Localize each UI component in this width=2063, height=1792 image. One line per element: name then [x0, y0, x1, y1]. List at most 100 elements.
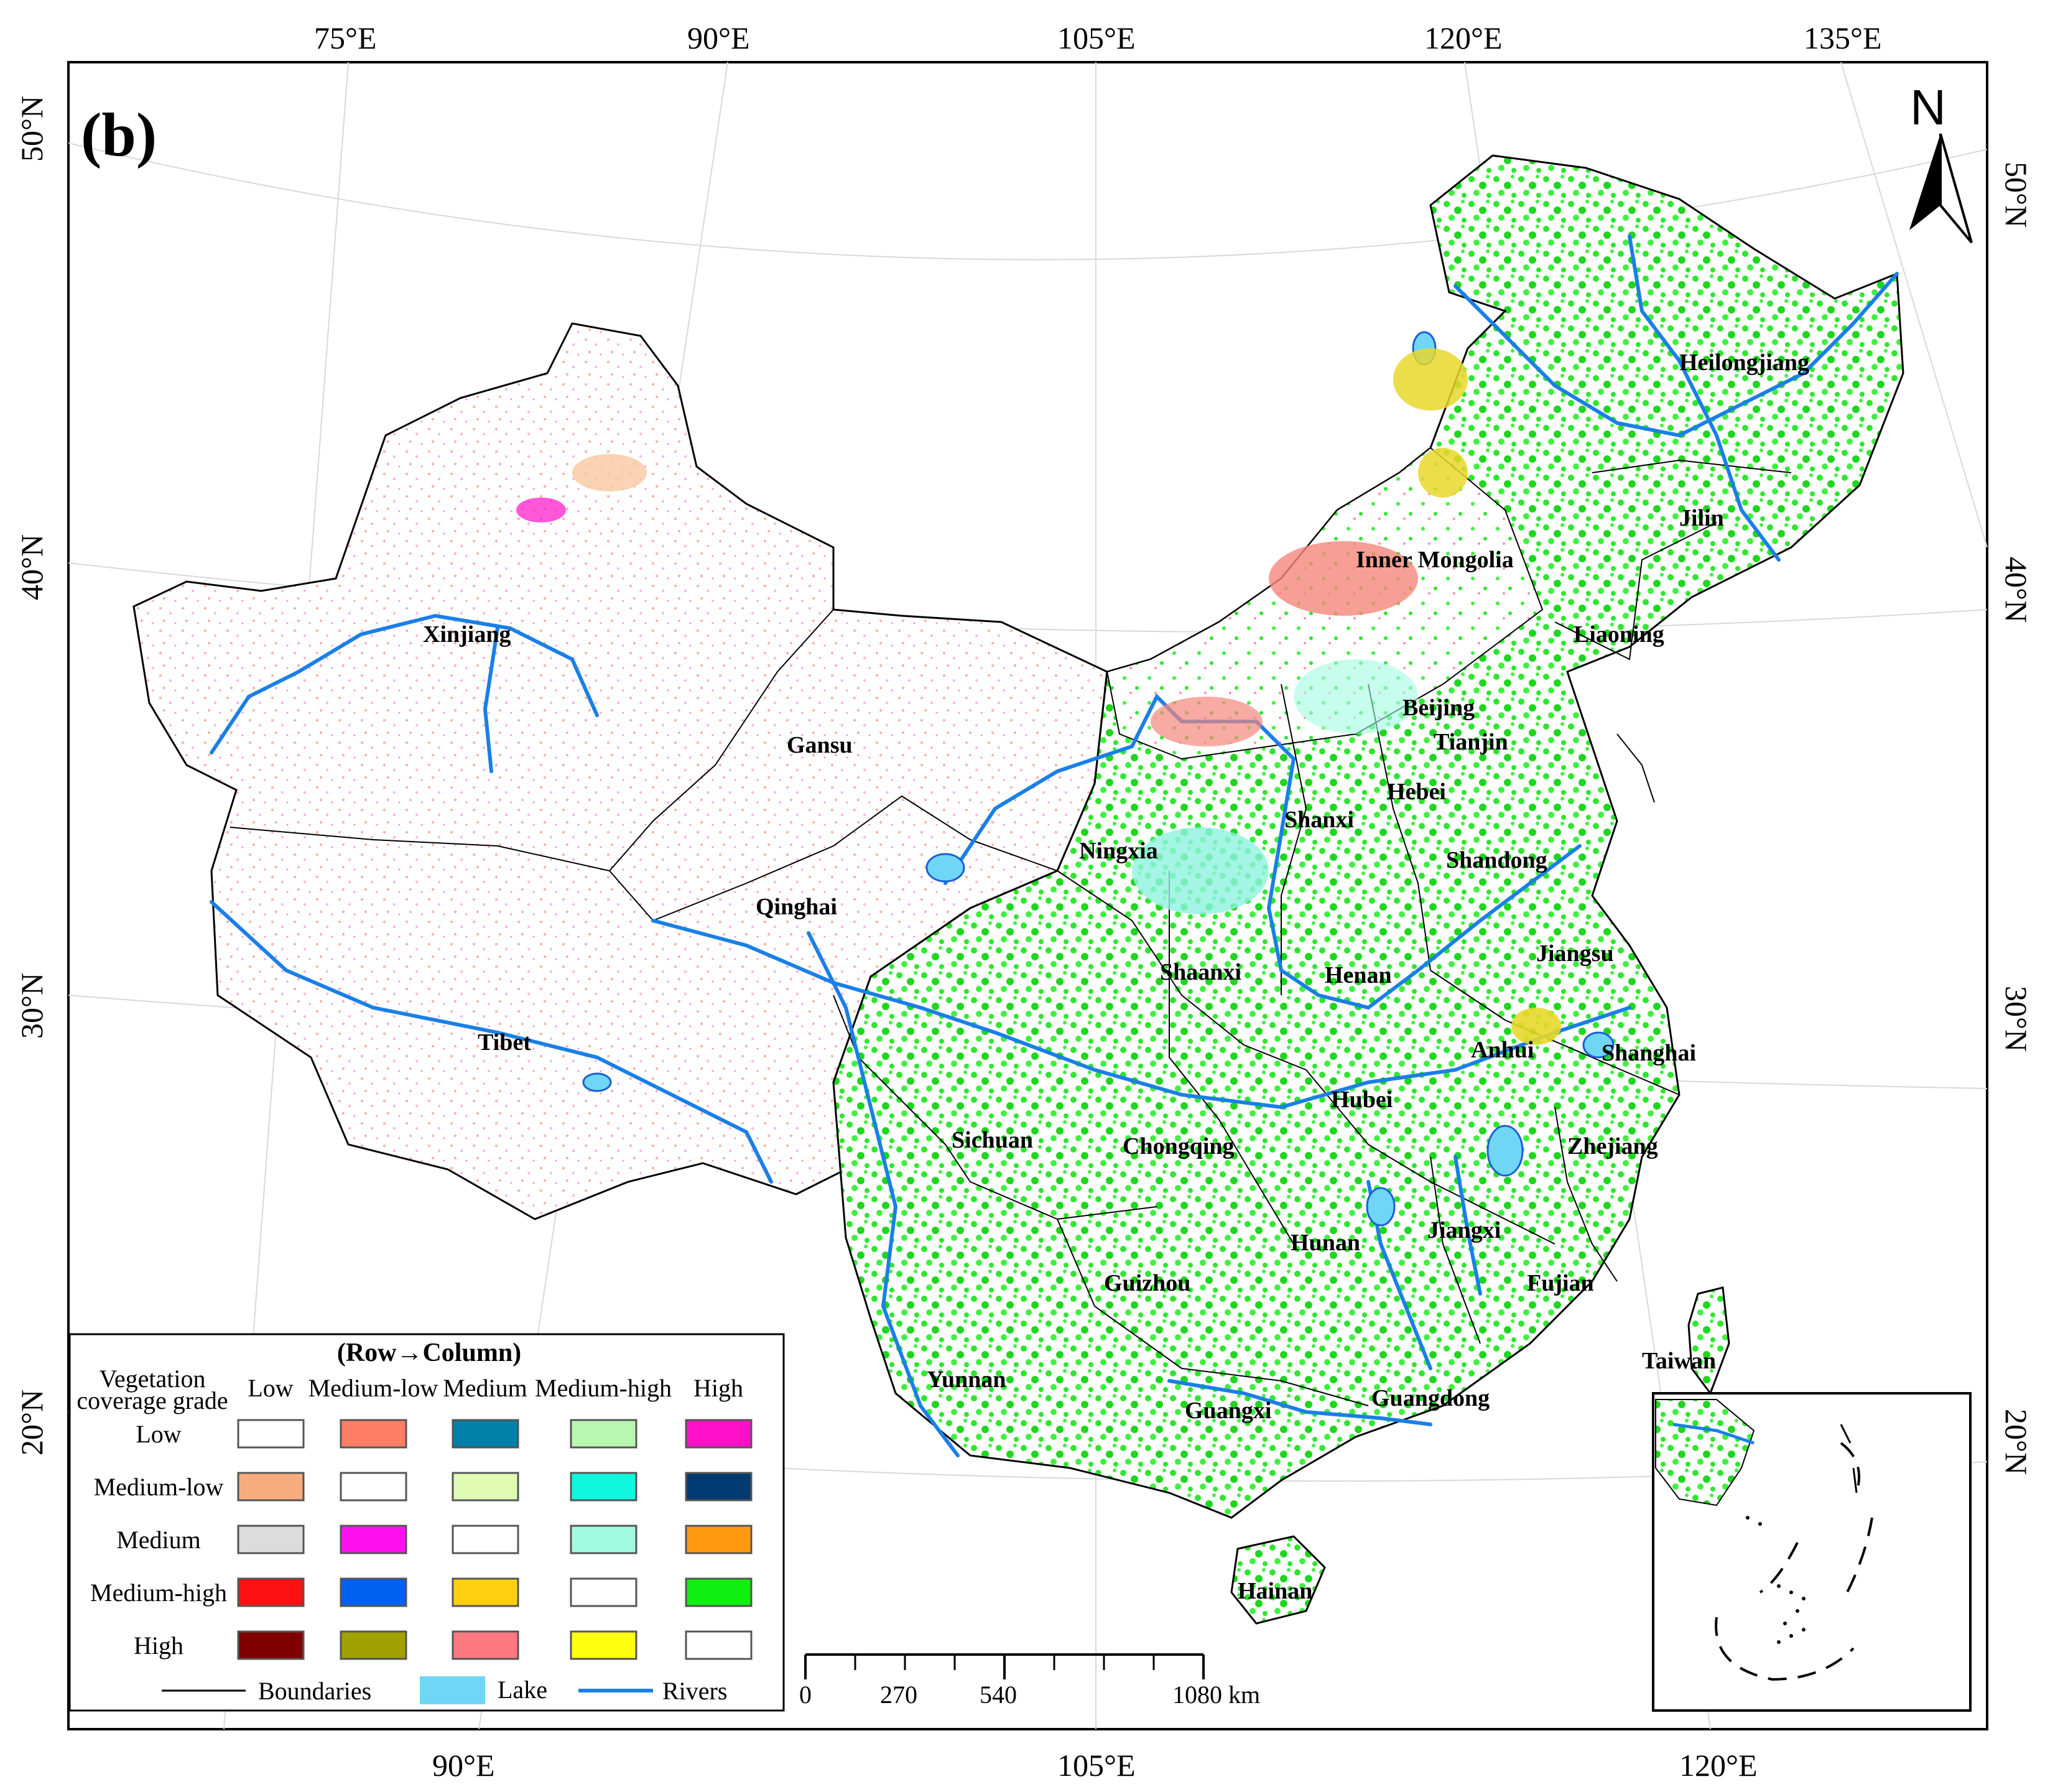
label-beijing: Beijing [1402, 695, 1475, 721]
legend-swatch [685, 1525, 753, 1554]
scale-bar: 0 270 540 1080 km [799, 1653, 1260, 1709]
legend-swatch [570, 1419, 637, 1449]
panel-label: (b) [81, 100, 157, 169]
label-hubei: Hubei [1331, 1087, 1393, 1113]
legend-swatch [237, 1525, 305, 1554]
legend-swatch [237, 1419, 305, 1449]
tick-bottom-90E: 90°E [432, 1748, 495, 1783]
legend-swatch [685, 1419, 753, 1449]
legend-swatch [237, 1472, 305, 1502]
tick-right-50N: 50°N [1999, 162, 2034, 228]
scale-label-1080: 1080 km [1172, 1681, 1260, 1709]
label-sichuan: Sichuan [952, 1127, 1033, 1153]
tick-top-75E: 75°E [314, 21, 377, 55]
label-guizhou: Guizhou [1104, 1270, 1190, 1296]
left-axis-ticks: 50°N 40°N 30°N 20°N [14, 96, 49, 1455]
label-shanghai: Shanghai [1602, 1040, 1696, 1066]
label-shanxi: Shanxi [1284, 807, 1354, 833]
legend-swatch [340, 1472, 407, 1502]
legend-swatch [685, 1472, 753, 1502]
tick-left-40N: 40°N [14, 534, 49, 600]
label-shaanxi: Shaanxi [1160, 959, 1241, 985]
label-jilin: Jilin [1679, 505, 1724, 531]
tick-top-105E: 105°E [1057, 21, 1136, 55]
legend-swatch [452, 1419, 519, 1449]
legend-column-header: Medium-high [535, 1374, 672, 1402]
tick-right-30N: 30°N [1999, 986, 2034, 1052]
tick-left-20N: 20°N [14, 1390, 49, 1455]
north-arrow: N [1909, 80, 1973, 244]
south-china-sea-inset [1652, 1392, 1972, 1712]
lake-label: Lake [498, 1676, 547, 1704]
legend-swatch [452, 1472, 519, 1502]
legend-swatch [237, 1577, 305, 1607]
label-taiwan: Taiwan [1642, 1348, 1716, 1374]
legend-row-header: Medium-low [94, 1473, 224, 1501]
right-axis-ticks: 50°N 40°N 30°N 20°N [1999, 162, 2034, 1475]
legend-swatch [570, 1525, 637, 1554]
scale-label-270: 270 [880, 1681, 917, 1709]
label-ningxia: Ningxia [1079, 838, 1158, 864]
vegetation-change-accents [516, 348, 1561, 1045]
tick-top-90E: 90°E [687, 21, 750, 55]
scale-label-0: 0 [799, 1681, 812, 1709]
label-xinjiang: Xinjiang [423, 621, 511, 648]
legend-corner-label-1: Vegetation [99, 1365, 205, 1393]
tick-bottom-120E: 120°E [1679, 1748, 1758, 1783]
legend-swatch [685, 1577, 753, 1607]
coast-line [1616, 733, 1655, 803]
rivers [210, 234, 1899, 1457]
label-zhejiang: Zhejiang [1567, 1133, 1658, 1159]
top-axis-ticks: 75°E 90°E 105°E 120°E 135°E [314, 21, 1882, 55]
legend-swatch [452, 1577, 519, 1607]
tick-left-30N: 30°N [14, 973, 49, 1039]
legend-swatch [340, 1577, 407, 1607]
label-heilongjiang: Heilongjiang [1679, 350, 1809, 376]
label-jiangsu: Jiangsu [1536, 940, 1614, 967]
tick-bottom-105E: 105°E [1057, 1748, 1136, 1783]
legend: (Row→Column) Vegetation coverage grade L… [68, 1333, 785, 1712]
lake-key [420, 1676, 485, 1704]
tick-top-120E: 120°E [1424, 21, 1503, 55]
label-yunnan: Yunnan [927, 1367, 1006, 1393]
lakes [582, 331, 1615, 1227]
rivers-label: Rivers [662, 1677, 727, 1705]
label-guangdong: Guangdong [1371, 1385, 1490, 1411]
hainan-island [1230, 1535, 1326, 1625]
scale-label-540: 540 [980, 1681, 1017, 1709]
label-chongqing: Chongqing [1123, 1133, 1235, 1159]
qinghai-lake [925, 853, 965, 883]
label-fujian: Fujian [1527, 1270, 1594, 1296]
label-tibet: Tibet [478, 1029, 531, 1056]
legend-swatch [452, 1525, 519, 1554]
label-shandong: Shandong [1446, 847, 1547, 873]
legend-row-header: High [134, 1632, 183, 1660]
legend-swatch [570, 1577, 637, 1607]
legend-corner-label-2: coverage grade [76, 1386, 228, 1414]
tick-left-50N: 50°N [14, 96, 49, 162]
legend-swatch [340, 1630, 407, 1660]
label-gansu: Gansu [787, 732, 853, 758]
label-liaoning: Liaoning [1574, 621, 1664, 648]
label-qinghai: Qinghai [756, 894, 837, 920]
legend-swatch [570, 1472, 637, 1502]
legend-swatch [340, 1525, 407, 1554]
label-guangxi: Guangxi [1185, 1398, 1271, 1424]
legend-swatch [237, 1630, 305, 1660]
label-hainan: Hainan [1238, 1578, 1312, 1604]
label-inner-mongolia: Inner Mongolia [1356, 547, 1514, 573]
tick-top-135E: 135°E [1804, 21, 1882, 55]
label-henan: Henan [1325, 962, 1392, 988]
tick-right-20N: 20°N [1999, 1409, 2034, 1475]
tick-right-40N: 40°N [1999, 557, 2034, 623]
label-jiangxi: Jiangxi [1427, 1217, 1501, 1243]
legend-title: (Row→Column) [337, 1339, 521, 1367]
legend-swatch [685, 1630, 753, 1660]
label-tianjin: Tianjin [1434, 729, 1508, 755]
bottom-axis-ticks: 90°E 105°E 120°E [432, 1748, 1758, 1783]
legend-column-header: Medium [443, 1374, 527, 1402]
legend-row-header: Low [136, 1420, 181, 1448]
legend-swatch [452, 1630, 519, 1660]
boundaries-label: Boundaries [258, 1677, 371, 1705]
